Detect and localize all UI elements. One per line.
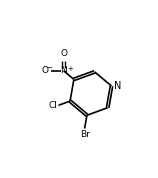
Text: O: O (60, 49, 67, 59)
Text: −: − (46, 65, 52, 71)
Text: O: O (42, 66, 49, 75)
Text: N: N (114, 81, 121, 91)
Text: Br: Br (80, 130, 90, 138)
Text: Cl: Cl (49, 101, 58, 110)
Text: N: N (60, 66, 67, 75)
Text: +: + (67, 66, 73, 72)
